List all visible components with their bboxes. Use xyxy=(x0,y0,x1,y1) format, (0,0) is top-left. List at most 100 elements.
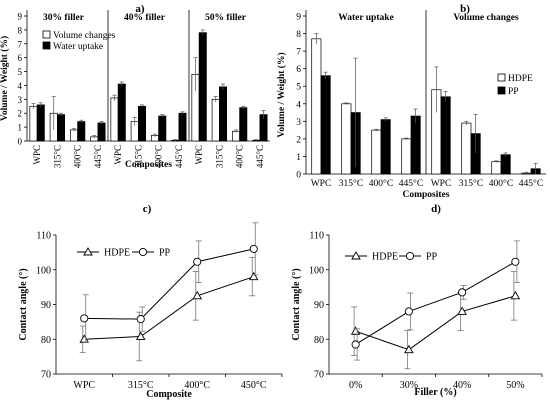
group-label: 30% filler xyxy=(43,13,85,23)
legend-label: PP xyxy=(159,248,171,259)
chart-c: 70 80 90 100 110 WPC 315°C 400°C 450°C Contact an… xyxy=(18,203,283,400)
bar xyxy=(77,121,86,142)
y-tick-label: 110 xyxy=(309,231,324,242)
bar xyxy=(341,103,352,175)
x-tick-label: 315°C xyxy=(339,178,363,189)
point-triangle xyxy=(135,331,146,340)
x-tick-label: 315°C xyxy=(459,178,483,189)
y-tick-label: 9 xyxy=(296,13,301,23)
legend-label: PP xyxy=(426,252,438,263)
y-tick-label: 6 xyxy=(18,53,23,63)
point-circle xyxy=(193,257,202,266)
chart-b: 0 1 2 3 4 5 6 7 8 9 Water uptake Volume changes WPC 3… xyxy=(276,3,546,200)
x-tick-label: 400°C xyxy=(489,178,513,189)
x-tick-label: WPC xyxy=(32,145,42,165)
y-tick-label: 8 xyxy=(18,25,23,35)
legend-swatch xyxy=(497,86,506,95)
x-tick-label: 315°C xyxy=(52,145,62,168)
bar xyxy=(380,119,391,175)
legend-label: Water uptake xyxy=(53,42,103,52)
series-line xyxy=(84,248,254,320)
x-tick-label: 445°C xyxy=(174,145,184,168)
series-pp xyxy=(80,222,259,343)
y-tick-label: 2 xyxy=(18,109,23,119)
series-line xyxy=(84,276,254,340)
legend-swatch xyxy=(42,30,51,39)
bar xyxy=(158,115,167,142)
point-circle xyxy=(351,340,360,349)
bar xyxy=(500,154,511,175)
y-axis-label: Volume / Weight (%) xyxy=(276,52,287,137)
y-tick-label: 4 xyxy=(296,100,301,110)
legend: HDPE PP xyxy=(497,73,533,97)
x-tick-label: 0% xyxy=(349,380,362,391)
legend-label: HDPE xyxy=(372,252,398,263)
y-tick-label: 7 xyxy=(18,39,23,49)
x-tick-label: 315°C xyxy=(128,380,154,391)
bar xyxy=(211,98,220,142)
bar xyxy=(231,130,240,142)
y-tick-label: 4 xyxy=(18,81,23,91)
point-circle xyxy=(405,251,415,261)
x-tick-label: 400°C xyxy=(154,145,164,168)
y-tick-label: 8 xyxy=(296,30,301,40)
legend-label: Volume changes xyxy=(53,31,116,41)
bar xyxy=(440,96,451,175)
x-tick-label: WPC xyxy=(73,380,95,391)
panel-label: a) xyxy=(135,3,145,15)
y-tick-label: 80 xyxy=(41,335,51,346)
y-tick-label: 3 xyxy=(296,118,301,128)
point-triangle xyxy=(457,306,467,315)
series-hdpe xyxy=(79,257,259,362)
y-tick-label: 6 xyxy=(296,65,301,75)
legend-label: HDPE xyxy=(104,248,130,259)
bar xyxy=(29,105,38,142)
x-tick-label: 30% xyxy=(400,380,418,391)
x-axis-label: Composite xyxy=(146,389,192,400)
bar xyxy=(97,122,106,142)
point-circle xyxy=(136,315,145,324)
y-tick-label: 5 xyxy=(18,67,23,77)
point-triangle xyxy=(192,290,203,300)
x-tick-label: WPC xyxy=(431,179,452,189)
legend-label: PP xyxy=(508,87,519,97)
y-tick-label: 2 xyxy=(296,135,301,145)
x-tick-label: 400°C xyxy=(369,178,393,189)
x-tick-label: 445°C xyxy=(93,145,103,168)
y-axis-label: Volume / Weight (%) xyxy=(0,36,10,121)
point-circle xyxy=(404,307,413,316)
y-tick-label: 90 xyxy=(314,300,324,311)
legend-label: HDPE xyxy=(508,74,533,84)
y-tick-label: 1 xyxy=(18,123,23,133)
y-tick-label: 0 xyxy=(296,171,301,181)
y-axis-label: Contact angle (°) xyxy=(18,268,29,340)
chart-d: 70 80 90 100 110 0% 30% 40% 50% Contact angle (°)… xyxy=(291,203,543,398)
x-axis-label: Composites xyxy=(125,160,172,170)
bar xyxy=(239,107,248,142)
bar xyxy=(110,97,119,142)
y-tick-label: 7 xyxy=(296,48,301,58)
group-label: 50% filler xyxy=(205,13,247,23)
series-pp xyxy=(351,240,520,361)
bar xyxy=(410,115,421,175)
group-label: Volume changes xyxy=(453,13,519,23)
bar xyxy=(198,32,207,142)
y-tick-label: 3 xyxy=(18,95,23,105)
bar xyxy=(491,161,502,175)
bar xyxy=(219,86,228,142)
point-circle xyxy=(249,244,258,253)
y-axis-label: Contact angle (°) xyxy=(291,268,302,340)
x-tick-label: 445°C xyxy=(519,178,543,189)
y-tick-label: 9 xyxy=(18,12,23,22)
y-tick-label: 100 xyxy=(309,265,324,276)
group-label: Water uptake xyxy=(338,13,394,23)
bar xyxy=(320,75,331,175)
bar xyxy=(401,138,412,175)
x-tick-label: 400°C xyxy=(184,380,210,391)
x-tick-label: WPC xyxy=(194,145,204,165)
panel-label: b) xyxy=(460,3,470,15)
legend-swatch xyxy=(42,41,51,50)
legend: HDPE PP xyxy=(345,251,438,263)
series-hdpe xyxy=(350,271,521,370)
